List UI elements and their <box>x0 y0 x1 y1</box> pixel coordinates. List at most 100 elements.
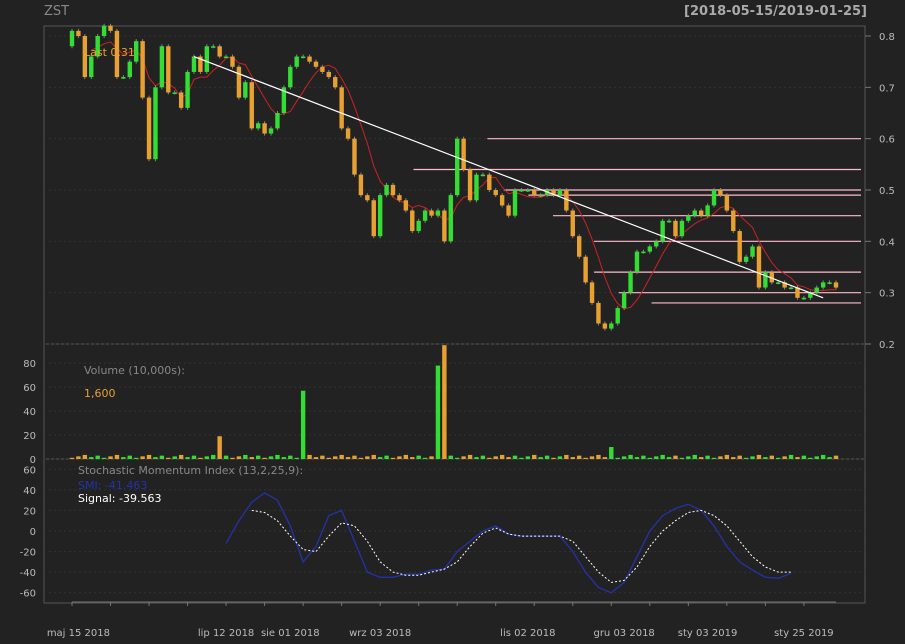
candle-body <box>307 56 312 62</box>
volume-last: 1,600 <box>84 387 116 400</box>
candle-body <box>756 246 762 288</box>
volume-bar <box>95 455 100 459</box>
candle-body <box>249 82 254 129</box>
volume-bar <box>249 457 254 459</box>
volume-bar <box>416 455 421 459</box>
volume-bar <box>422 457 428 459</box>
candle-body <box>89 56 94 78</box>
candle-body <box>288 66 293 88</box>
volume-bar <box>718 456 723 459</box>
candle-body <box>371 200 376 237</box>
chart-symbol: ZST <box>44 4 70 19</box>
candle-body <box>268 128 274 134</box>
moving-average <box>91 41 836 310</box>
price-tick-label: 0.7 <box>879 83 895 94</box>
candle-body <box>602 323 608 329</box>
candle-body <box>429 210 434 216</box>
candle-body <box>69 30 75 47</box>
candle-body <box>467 169 473 201</box>
volume-bar <box>660 454 665 459</box>
candle-body <box>416 220 421 232</box>
candle-body <box>615 308 620 324</box>
volume-bar <box>352 455 357 459</box>
price-tick-label: 0.2 <box>879 340 895 351</box>
volume-bar <box>403 454 409 459</box>
candle-body <box>172 92 177 94</box>
volume-bar <box>634 457 640 459</box>
candle-body <box>801 297 807 300</box>
candle-body <box>294 56 299 67</box>
volume-tick-label: 0 <box>30 455 36 466</box>
candle-body <box>275 113 280 129</box>
last-price-label: Last 0.31 <box>84 46 135 59</box>
candle-body <box>564 190 569 211</box>
candle-body <box>609 323 614 329</box>
signal-value: Signal: -39.563 <box>78 492 161 505</box>
volume-bar <box>140 456 145 459</box>
smi-lines <box>225 492 792 594</box>
volume-bar <box>544 455 550 459</box>
candle-body <box>455 138 460 196</box>
candle-body <box>326 71 332 78</box>
volume-bar <box>153 457 158 459</box>
support-lines <box>413 138 861 304</box>
volume-bar <box>487 457 492 459</box>
volume-bar <box>493 456 498 459</box>
volume-bar <box>211 454 216 459</box>
candle-body <box>660 220 665 242</box>
candle-body <box>763 272 768 288</box>
volume-bar <box>333 456 338 459</box>
volume-tick-label: 20 <box>23 431 36 442</box>
volume-bar <box>737 455 742 459</box>
candle-body <box>198 56 203 72</box>
candle-body <box>532 190 537 196</box>
candle-body <box>339 87 344 129</box>
candle-body <box>776 282 781 284</box>
volume-bar <box>711 457 717 459</box>
gridlines <box>44 35 865 594</box>
candle-body <box>390 184 396 196</box>
volume-bar <box>551 457 556 459</box>
volume-bar <box>127 455 132 459</box>
volume-bar <box>166 457 171 459</box>
volume-bar <box>365 456 370 459</box>
volume-bar <box>576 455 582 459</box>
candle-body <box>641 251 646 254</box>
candle-body <box>223 56 229 59</box>
volume-bar <box>172 456 177 459</box>
candle-body <box>403 200 409 211</box>
candle-body <box>300 56 306 59</box>
volume-bar <box>146 454 152 459</box>
volume-bar <box>609 447 614 459</box>
volume-bar <box>108 456 113 459</box>
candle-body <box>551 190 556 196</box>
volume-bar <box>833 455 839 459</box>
x-tick-label: sie 01 2018 <box>261 628 320 639</box>
candle-body <box>448 195 453 242</box>
candle-body <box>397 195 402 201</box>
volume-bar <box>191 455 197 459</box>
volume-bar <box>134 457 139 459</box>
volume-bar <box>589 456 595 459</box>
smi-tick-label: -20 <box>20 548 36 559</box>
volume-bar <box>641 455 646 459</box>
volume-bar <box>185 457 190 459</box>
candle-body <box>621 292 627 309</box>
candle-body <box>442 210 447 242</box>
smi-tick-label: 0 <box>30 527 36 538</box>
candle-body <box>146 97 152 160</box>
volume-bar <box>82 454 88 459</box>
volume-bar <box>763 457 768 459</box>
candle-body <box>596 302 601 324</box>
candle-body <box>108 25 113 31</box>
smi-tick-label: -60 <box>20 589 36 600</box>
candle-body <box>204 46 210 72</box>
volume-bar <box>532 454 537 459</box>
candle-body <box>410 210 415 232</box>
volume-bar <box>705 455 710 459</box>
volume-bar <box>69 457 75 459</box>
volume-bar <box>159 455 165 459</box>
volume-bar <box>499 454 505 459</box>
volume-bar <box>236 456 242 459</box>
volume-bar <box>621 456 627 459</box>
